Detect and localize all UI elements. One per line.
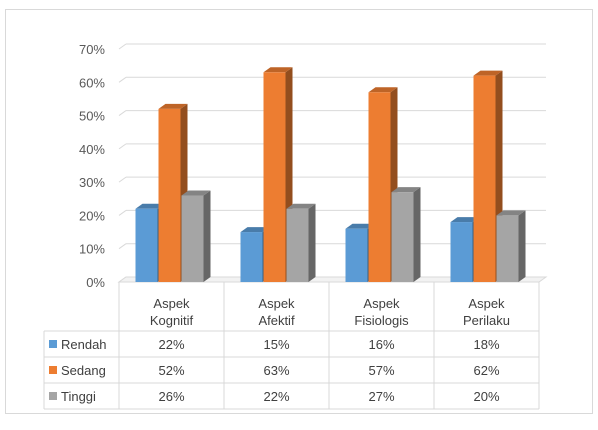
bar-front: [263, 72, 286, 282]
chart-frame: 0% 10% 20% 30% 40% 50% 60% 70% Aspek Kognitif Aspe…: [5, 9, 593, 414]
y-tick-label: 60%: [79, 75, 105, 90]
bar-side: [203, 190, 211, 282]
bar-top: [135, 203, 165, 209]
bar-front: [450, 222, 473, 282]
data-label: 20%: [473, 389, 499, 404]
data-label: 57%: [368, 363, 394, 378]
bar-tinggi-3: [391, 187, 421, 282]
category-label-line: Kognitif: [150, 313, 194, 328]
y-tick-label: 20%: [79, 208, 105, 223]
data-label: 15%: [263, 337, 289, 352]
bar-front: [135, 208, 158, 282]
bar-top: [181, 190, 211, 196]
category-label-line: Aspek: [153, 296, 190, 311]
bar-front: [286, 208, 309, 282]
bar-top: [496, 210, 526, 216]
category-label: Aspek Fisiologis: [354, 296, 409, 328]
y-tick-label: 50%: [79, 109, 105, 124]
data-label: 22%: [158, 337, 184, 352]
data-label: 26%: [158, 389, 184, 404]
bar-front: [240, 232, 263, 282]
data-label: 22%: [263, 389, 289, 404]
bar-side: [518, 210, 526, 282]
bar-tinggi-2: [286, 203, 316, 282]
category-label-line: Aspek: [468, 296, 505, 311]
y-tick-label: 0%: [86, 275, 105, 290]
bar-front: [473, 75, 496, 282]
gridline-side: [118, 110, 127, 116]
bar-top: [345, 223, 375, 229]
series-name: Tinggi: [61, 389, 96, 404]
bar-front: [496, 215, 519, 282]
bar-top: [158, 103, 188, 109]
bars: [135, 67, 526, 283]
bar-top: [286, 203, 316, 209]
category-label: Aspek Perilaku: [463, 296, 510, 328]
category-label-line: Fisiologis: [354, 313, 409, 328]
bar-front: [158, 108, 181, 283]
category-label-line: Perilaku: [463, 313, 510, 328]
legend-key-sedang: [49, 366, 57, 374]
bar-top: [368, 87, 398, 93]
data-label: 18%: [473, 337, 499, 352]
chart-svg: 0%10%20%30%40%50%60%70%Aspek KognitifAspe…: [43, 42, 548, 410]
gridline-side: [118, 210, 127, 216]
bar-top: [263, 67, 293, 73]
bar-side: [413, 187, 421, 282]
gridline-side: [118, 143, 127, 150]
bar-top: [473, 70, 503, 76]
gridline-side: [118, 76, 127, 83]
y-tick-label: 40%: [79, 142, 105, 157]
bar-front: [391, 192, 414, 282]
bar-top: [240, 227, 270, 233]
y-tick-label: 70%: [79, 42, 105, 57]
gridline-side: [118, 243, 127, 250]
data-label: 16%: [368, 337, 394, 352]
data-label: 52%: [158, 363, 184, 378]
bar-tinggi-4: [496, 210, 526, 282]
gridline-side: [118, 176, 127, 183]
bar-front: [368, 92, 391, 283]
category-label: Aspek Afektif: [258, 296, 295, 328]
legend-key-rendah: [49, 340, 57, 348]
gridline-side: [118, 43, 127, 50]
bar-tinggi-1: [181, 190, 211, 282]
legend-key-tinggi: [49, 392, 57, 400]
bar-front: [181, 195, 204, 282]
category-label-line: Aspek: [258, 296, 295, 311]
series-name: Sedang: [61, 363, 106, 378]
y-tick-label: 30%: [79, 175, 105, 190]
bar-front: [345, 228, 368, 282]
bar-side: [308, 203, 316, 282]
bar-top: [391, 187, 421, 193]
series-name: Rendah: [61, 337, 107, 352]
data-label: 27%: [368, 389, 394, 404]
category-label-line: Afektif: [258, 313, 295, 328]
category-label-line: Aspek: [363, 296, 400, 311]
data-label: 62%: [473, 363, 499, 378]
y-tick-label: 10%: [79, 242, 105, 257]
data-label: 63%: [263, 363, 289, 378]
bar-top: [450, 217, 480, 223]
category-label: Aspek Kognitif: [150, 296, 194, 328]
data-table: Aspek Kognitif Aspek Afektif Aspek Fisiologis…: [43, 282, 540, 410]
